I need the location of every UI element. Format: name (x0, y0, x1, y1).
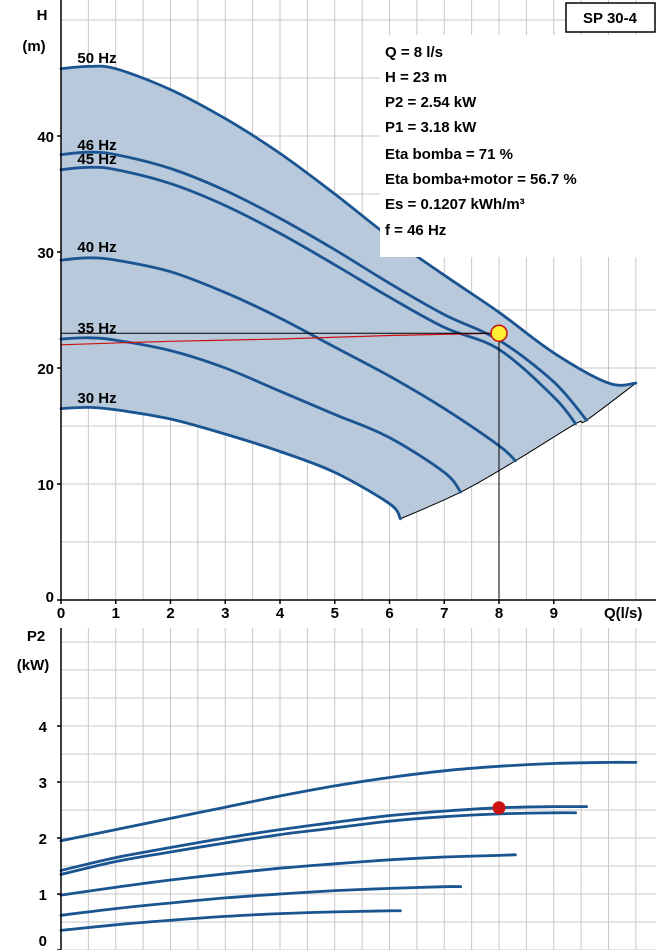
power-curve-1 (59, 760, 638, 843)
frequency-label-30-hz: 30 Hz (77, 390, 116, 407)
head-x-tick-label: 2 (166, 605, 174, 622)
head-y-ticks: 0 10 20 30 40 (37, 129, 61, 606)
head-curve-45-hz (59, 165, 577, 426)
frequency-label-46-hz: 46 Hz (77, 137, 116, 154)
power-curve-6 (59, 909, 402, 932)
head-curve-35-hz (59, 336, 463, 494)
head-curves (59, 64, 638, 521)
head-curve-50-hz (59, 64, 638, 387)
operating-area (61, 66, 636, 519)
power-curve-5 (59, 885, 463, 917)
head-x-tick-label: 0 (57, 605, 65, 622)
power-y-tick-label: 3 (39, 775, 47, 792)
frequency-label-35-hz: 35 Hz (77, 320, 116, 337)
power-curve-3 (59, 811, 577, 876)
power-curve-4 (59, 853, 517, 897)
frequency-label-50-hz: 50 Hz (77, 50, 116, 67)
head-x-tick-label: 9 (550, 605, 558, 622)
head-x-tick-label: 4 (276, 605, 285, 622)
head-x-label: Q(l/s) (604, 605, 642, 622)
info-box: Q = 8 l/s H = 23 m P2 = 2.54 kW P1 = 3.1… (385, 44, 577, 239)
info-line-p2: P2 = 2.54 kW (385, 94, 477, 111)
head-y-label-symbol: H (37, 7, 48, 24)
info-line-p1: P1 = 3.18 kW (385, 119, 477, 136)
info-line-flow: Q = 8 l/s (385, 44, 443, 61)
head-x-tick-label: 3 (221, 605, 229, 622)
head-y-tick-label: 20 (37, 361, 54, 378)
duty-point-power (492, 801, 506, 815)
power-chart: 0 1 2 3 4 P2 (kW) (17, 628, 656, 950)
power-y-label-symbol: P2 (27, 628, 45, 645)
head-y-tick-label: 10 (37, 477, 54, 494)
head-y-tick-label: 30 (37, 245, 54, 262)
power-y-label-unit: (kW) (17, 657, 50, 674)
info-line-head: H = 23 m (385, 69, 447, 86)
duty-point-head (490, 324, 508, 342)
power-chart-grid (60, 628, 656, 950)
head-curve-46-hz (59, 150, 588, 422)
power-y-tick-label: 0 (39, 933, 47, 950)
system-curve (60, 332, 500, 346)
power-y-tick-label: 2 (39, 831, 47, 848)
power-y-tick-label: 1 (39, 887, 47, 904)
model-label: SP 30-4 (583, 10, 638, 27)
info-line-freq: f = 46 Hz (385, 222, 446, 239)
info-line-eta-total: Eta bomba+motor = 56.7 % (385, 171, 577, 188)
head-x-tick-label: 7 (440, 605, 448, 622)
head-chart: Q = 8 l/s H = 23 m P2 = 2.54 kW P1 = 3.1… (22, 0, 656, 622)
info-box-background (380, 35, 656, 257)
head-curve-40-hz (59, 256, 517, 463)
info-line-eta-pump: Eta bomba = 71 % (385, 146, 513, 163)
power-curves (59, 760, 638, 932)
info-line-es: Es = 0.1207 kWh/m³ (385, 196, 525, 213)
lower-boundary-curve (400, 382, 637, 520)
power-y-tick-label: 4 (39, 719, 48, 736)
head-x-tick-label: 5 (331, 605, 339, 622)
head-y-tick-label: 40 (37, 129, 54, 146)
frequency-label-45-hz: 45 Hz (77, 151, 116, 168)
head-y-label-unit: (m) (22, 38, 45, 55)
model-box (565, 2, 656, 33)
head-x-tick-label: 1 (112, 605, 120, 622)
head-x-tick-label: 6 (385, 605, 393, 622)
head-y-tick-label: 0 (46, 589, 54, 606)
head-x-ticks: 0 1 2 3 4 5 6 7 8 9 (57, 600, 558, 622)
frequency-label-40-hz: 40 Hz (77, 239, 116, 256)
power-y-ticks: 0 1 2 3 4 (39, 719, 61, 950)
power-curve-2 (59, 805, 588, 872)
duty-crosshair (61, 332, 500, 600)
head-x-tick-label: 8 (495, 605, 503, 622)
head-curve-30-hz (59, 405, 402, 521)
